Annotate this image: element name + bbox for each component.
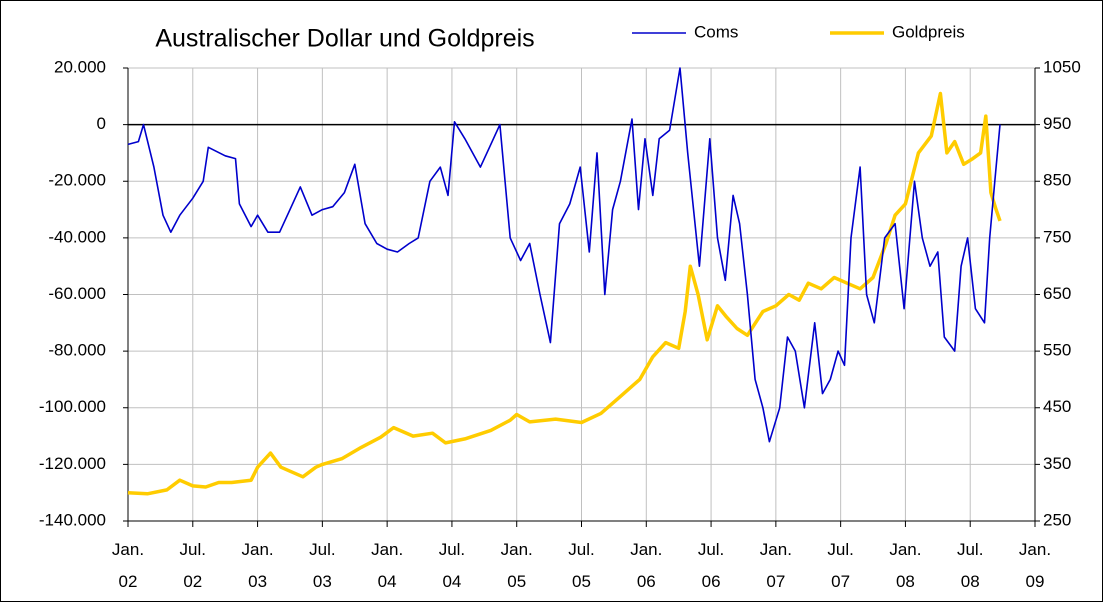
- y-tick-label: -60.000: [48, 284, 106, 303]
- x-tick-label: Jan. 07: [760, 540, 792, 591]
- y2-tick-label: 250: [1043, 510, 1071, 529]
- legend-label: Coms: [694, 22, 738, 41]
- series-line: [127, 91, 1002, 496]
- x-tick-label: Jul. 07: [827, 540, 853, 591]
- x-tick-label: Jan. 02: [112, 540, 144, 591]
- x-tick-label: Jan. 04: [371, 540, 403, 591]
- y-tick-label: -20.000: [48, 171, 106, 190]
- chart-title: Australischer Dollar und Goldpreis: [155, 25, 534, 53]
- x-tick-label: Jul. 04: [439, 540, 465, 591]
- y-tick-label: -100.000: [39, 397, 106, 416]
- y2-tick-label: 550: [1043, 341, 1071, 360]
- y-tick-label: -80.000: [48, 341, 106, 360]
- y2-tick-label: 850: [1043, 171, 1071, 190]
- x-tick-label: Jan. 09: [1019, 540, 1051, 591]
- x-tick-label: Jul. 05: [568, 540, 594, 591]
- series-line: [127, 67, 1001, 443]
- x-tick-label: Jul. 06: [698, 540, 724, 591]
- y-tick-label: 20.000: [54, 57, 106, 76]
- x-tick-label: Jul. 03: [309, 540, 335, 591]
- y-tick-label: -40.000: [48, 227, 106, 246]
- x-tick-label: Jan. 06: [630, 540, 662, 591]
- x-tick-label: Jan. 03: [242, 540, 274, 591]
- x-tick-label: Jul. 02: [180, 540, 206, 591]
- y-tick-label: -120.000: [39, 454, 106, 473]
- y2-tick-label: 650: [1043, 284, 1071, 303]
- legend-label: Goldpreis: [892, 22, 965, 41]
- y-tick-label: -140.000: [39, 510, 106, 529]
- y2-tick-label: 1050: [1043, 57, 1081, 76]
- y2-tick-label: 450: [1043, 397, 1071, 416]
- x-tick-label: Jan. 05: [501, 540, 533, 591]
- y-tick-label: 0: [97, 114, 106, 133]
- y2-tick-label: 750: [1043, 227, 1071, 246]
- x-tick-label: Jan. 08: [889, 540, 921, 591]
- x-tick-label: Jul. 08: [957, 540, 983, 591]
- y2-tick-label: 350: [1043, 454, 1071, 473]
- y2-tick-label: 950: [1043, 114, 1071, 133]
